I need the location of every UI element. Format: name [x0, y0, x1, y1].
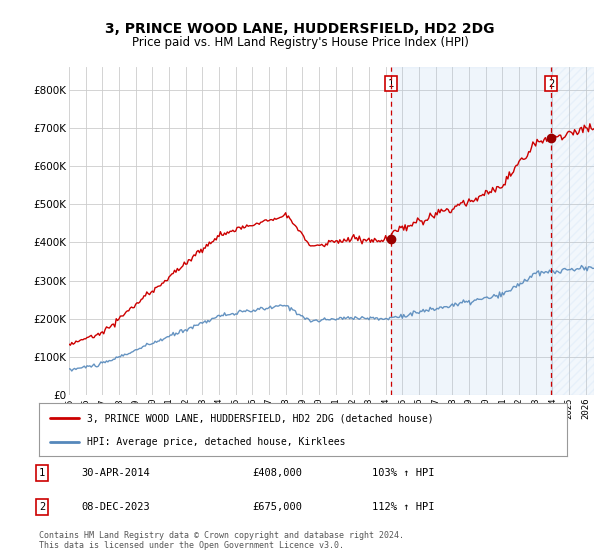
- Text: 103% ↑ HPI: 103% ↑ HPI: [372, 468, 434, 478]
- Bar: [391, 67, 551, 395]
- Text: 30-APR-2014: 30-APR-2014: [81, 468, 150, 478]
- Text: 1: 1: [388, 78, 394, 88]
- Text: 3, PRINCE WOOD LANE, HUDDERSFIELD, HD2 2DG: 3, PRINCE WOOD LANE, HUDDERSFIELD, HD2 2…: [105, 22, 495, 36]
- Text: HPI: Average price, detached house, Kirklees: HPI: Average price, detached house, Kirk…: [86, 436, 345, 446]
- Text: 112% ↑ HPI: 112% ↑ HPI: [372, 502, 434, 512]
- Text: Contains HM Land Registry data © Crown copyright and database right 2024.
This d: Contains HM Land Registry data © Crown c…: [39, 531, 404, 550]
- Text: Price paid vs. HM Land Registry's House Price Index (HPI): Price paid vs. HM Land Registry's House …: [131, 36, 469, 49]
- Text: 2: 2: [39, 502, 45, 512]
- Text: £675,000: £675,000: [252, 502, 302, 512]
- Text: 2: 2: [548, 78, 554, 88]
- Text: £408,000: £408,000: [252, 468, 302, 478]
- Bar: [551, 67, 594, 395]
- Text: 3, PRINCE WOOD LANE, HUDDERSFIELD, HD2 2DG (detached house): 3, PRINCE WOOD LANE, HUDDERSFIELD, HD2 2…: [86, 413, 433, 423]
- Text: 1: 1: [39, 468, 45, 478]
- Text: 08-DEC-2023: 08-DEC-2023: [81, 502, 150, 512]
